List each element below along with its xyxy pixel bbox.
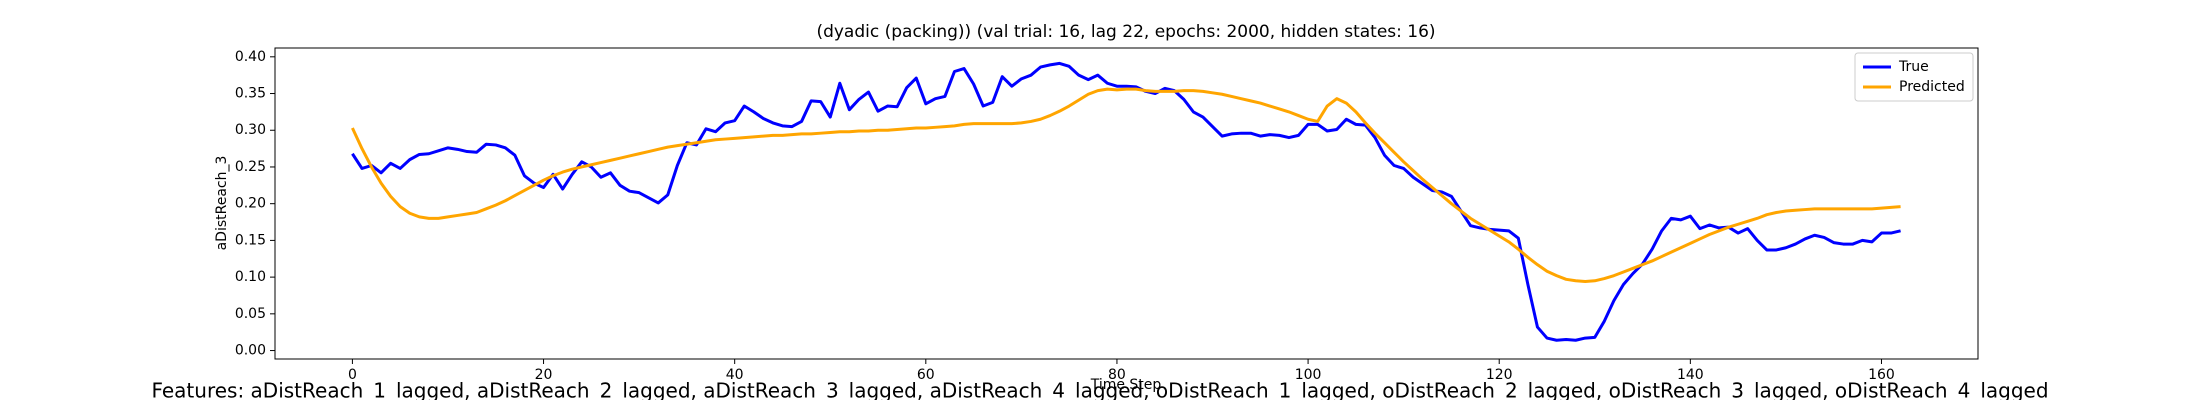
y-tick-label: 0.30	[235, 122, 266, 138]
y-tick-label: 0.05	[235, 306, 266, 322]
y-tick-label: 0.25	[235, 159, 266, 175]
x-tick-label: 120	[1486, 367, 1513, 383]
chart-title: (dyadic (packing)) (val trial: 16, lag 2…	[816, 22, 1435, 42]
x-tick-label: 20	[535, 367, 553, 383]
y-tick-label: 0.15	[235, 232, 266, 248]
legend-label: True	[1898, 59, 1929, 75]
y-tick-label: 0.20	[235, 196, 266, 212]
y-tick-label: 0.40	[235, 49, 266, 65]
legend-box	[1854, 52, 1974, 102]
footer-text: Features: aDistReach_1_lagged, aDistReac…	[151, 379, 2048, 400]
line-series	[351, 87, 1901, 284]
x-tick-label: 60	[917, 367, 935, 383]
line-series	[351, 61, 1901, 342]
x-tick-label: 0	[348, 367, 357, 383]
x-tick-label: 140	[1677, 367, 1704, 383]
x-axis-label: Time Step	[1090, 377, 1162, 393]
y-axis-label: aDistReach_3	[214, 156, 230, 251]
y-tick-label: 0.00	[235, 343, 266, 359]
x-tick-label: 100	[1295, 367, 1322, 383]
x-tick-label: 80	[1108, 367, 1126, 383]
y-tick-label: 0.35	[235, 86, 266, 102]
x-tick-label: 40	[726, 367, 744, 383]
legend-label: Predicted	[1899, 79, 1965, 95]
x-tick-label: 160	[1868, 367, 1895, 383]
plot-area	[274, 47, 1979, 360]
y-tick-label: 0.10	[235, 269, 266, 285]
